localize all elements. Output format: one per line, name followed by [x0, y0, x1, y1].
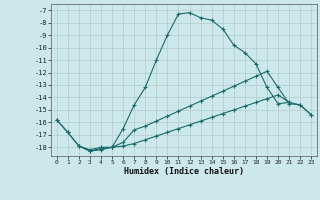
X-axis label: Humidex (Indice chaleur): Humidex (Indice chaleur): [124, 167, 244, 176]
